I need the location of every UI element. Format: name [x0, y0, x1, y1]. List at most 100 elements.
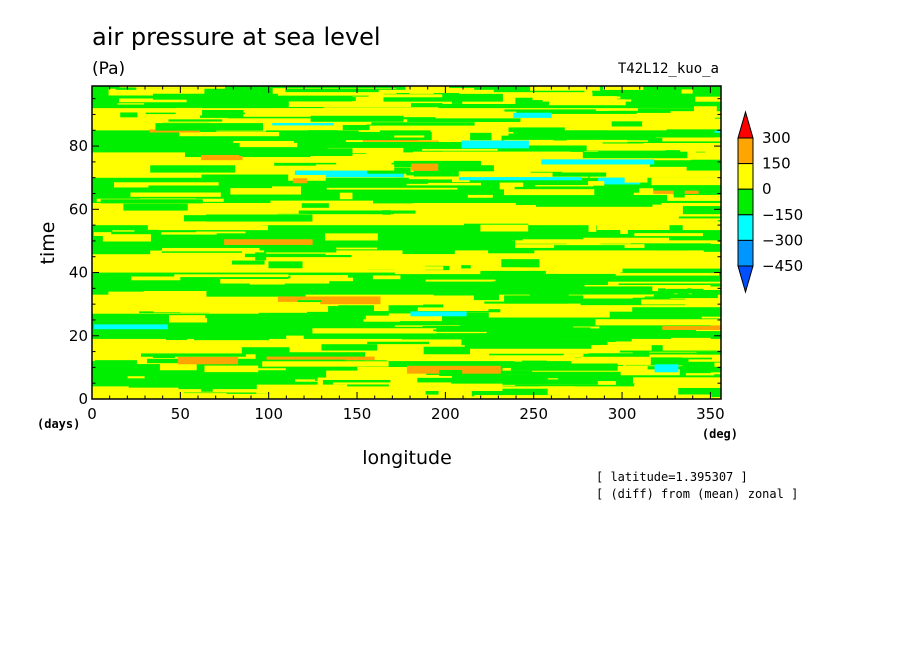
field-streak	[634, 233, 703, 237]
field-streak	[327, 147, 404, 154]
field-streak	[239, 323, 291, 330]
field-streak	[666, 288, 704, 294]
field-streak	[174, 274, 289, 278]
field-streak	[651, 345, 663, 352]
field-streak	[608, 281, 721, 284]
field-streak	[637, 108, 721, 112]
field-streak	[577, 140, 649, 142]
field-streak	[146, 304, 238, 311]
field-streak	[587, 181, 605, 186]
field-streak	[315, 164, 395, 171]
field-streak	[272, 122, 334, 126]
field-streak	[526, 124, 579, 130]
field-streak	[488, 248, 535, 254]
annotation-diff: [ (diff) from (mean) zonal ]	[596, 487, 798, 501]
field-streak	[463, 223, 529, 226]
field-streak	[532, 172, 607, 177]
field-streak	[323, 113, 394, 117]
field-streak	[440, 252, 511, 259]
field-streak	[554, 245, 625, 250]
x-axis-ticks: 0 50 100 150 200 250 300 350	[87, 86, 725, 423]
field-streak	[127, 376, 145, 379]
field-streak	[583, 294, 633, 299]
field-streak	[130, 192, 221, 197]
field-streak	[113, 108, 131, 113]
field-streak	[373, 198, 413, 204]
field-streak	[620, 229, 628, 234]
plot-area	[92, 86, 721, 399]
field-streak	[175, 107, 203, 116]
field-streak	[161, 232, 217, 235]
field-streak	[148, 185, 272, 189]
field-streak	[241, 345, 346, 353]
field-streak	[458, 177, 582, 181]
y-axis-label: time	[37, 222, 59, 265]
field-streak	[489, 353, 602, 356]
field-streak	[563, 353, 584, 357]
field-streak	[195, 231, 246, 234]
field-streak	[614, 115, 710, 122]
field-streak	[201, 154, 243, 161]
field-streak	[164, 301, 261, 303]
field-streak	[685, 373, 715, 376]
field-streak	[480, 270, 546, 275]
field-streak	[215, 301, 315, 305]
x-tick-label: 0	[87, 405, 97, 423]
field-streak	[231, 260, 265, 265]
y-axis-ticks: 0 20 40 60 80	[69, 98, 721, 408]
field-streak	[224, 239, 313, 245]
field-streak	[169, 315, 208, 323]
field-streak	[615, 273, 720, 276]
field-streak	[112, 230, 135, 232]
units-label: (Pa)	[92, 59, 125, 79]
field-streak	[682, 222, 721, 231]
field-streak	[116, 120, 128, 126]
colorbar-extend-top	[737, 110, 754, 139]
field-streak	[368, 295, 474, 304]
field-streak	[235, 131, 245, 133]
field-streak	[209, 102, 284, 108]
field-streak	[480, 271, 501, 279]
x-tick-label: 350	[696, 405, 725, 423]
field-streak	[93, 232, 112, 236]
field-streak	[554, 343, 600, 346]
field-streak	[367, 341, 429, 345]
field-streak	[463, 209, 532, 213]
annotation-latitude: [ latitude=1.395307 ]	[596, 470, 748, 484]
field-streak	[596, 224, 670, 231]
field-streak	[662, 137, 721, 142]
field-streak	[255, 252, 267, 261]
field-streak	[698, 144, 721, 151]
field-streak	[674, 367, 721, 375]
field-streak	[330, 188, 362, 195]
field-streak	[484, 301, 569, 304]
field-streak	[285, 88, 401, 93]
field-streak	[607, 341, 635, 345]
field-streak	[688, 359, 721, 362]
field-streak	[411, 163, 439, 171]
field-streak	[108, 291, 155, 299]
field-streak	[241, 347, 290, 355]
field-streak	[120, 112, 138, 118]
field-streak	[467, 194, 493, 198]
field-streak	[603, 86, 644, 90]
field-streak	[219, 339, 232, 345]
field-streak	[580, 298, 686, 306]
field-streak	[622, 268, 721, 273]
field-streak	[644, 296, 666, 298]
field-streak	[315, 277, 354, 282]
field-streak	[536, 147, 637, 152]
field-streak	[386, 353, 498, 358]
field-streak	[488, 310, 610, 318]
field-streak	[504, 109, 596, 112]
field-streak	[476, 327, 591, 331]
colorbar-label: −150	[762, 206, 803, 224]
field-streak	[503, 189, 595, 196]
field-streak	[433, 329, 551, 332]
field-streak	[363, 319, 384, 323]
field-streak	[695, 96, 721, 102]
field-streak	[513, 112, 552, 118]
field-streak	[421, 165, 494, 172]
field-streak	[323, 266, 444, 270]
field-streak	[563, 306, 653, 312]
